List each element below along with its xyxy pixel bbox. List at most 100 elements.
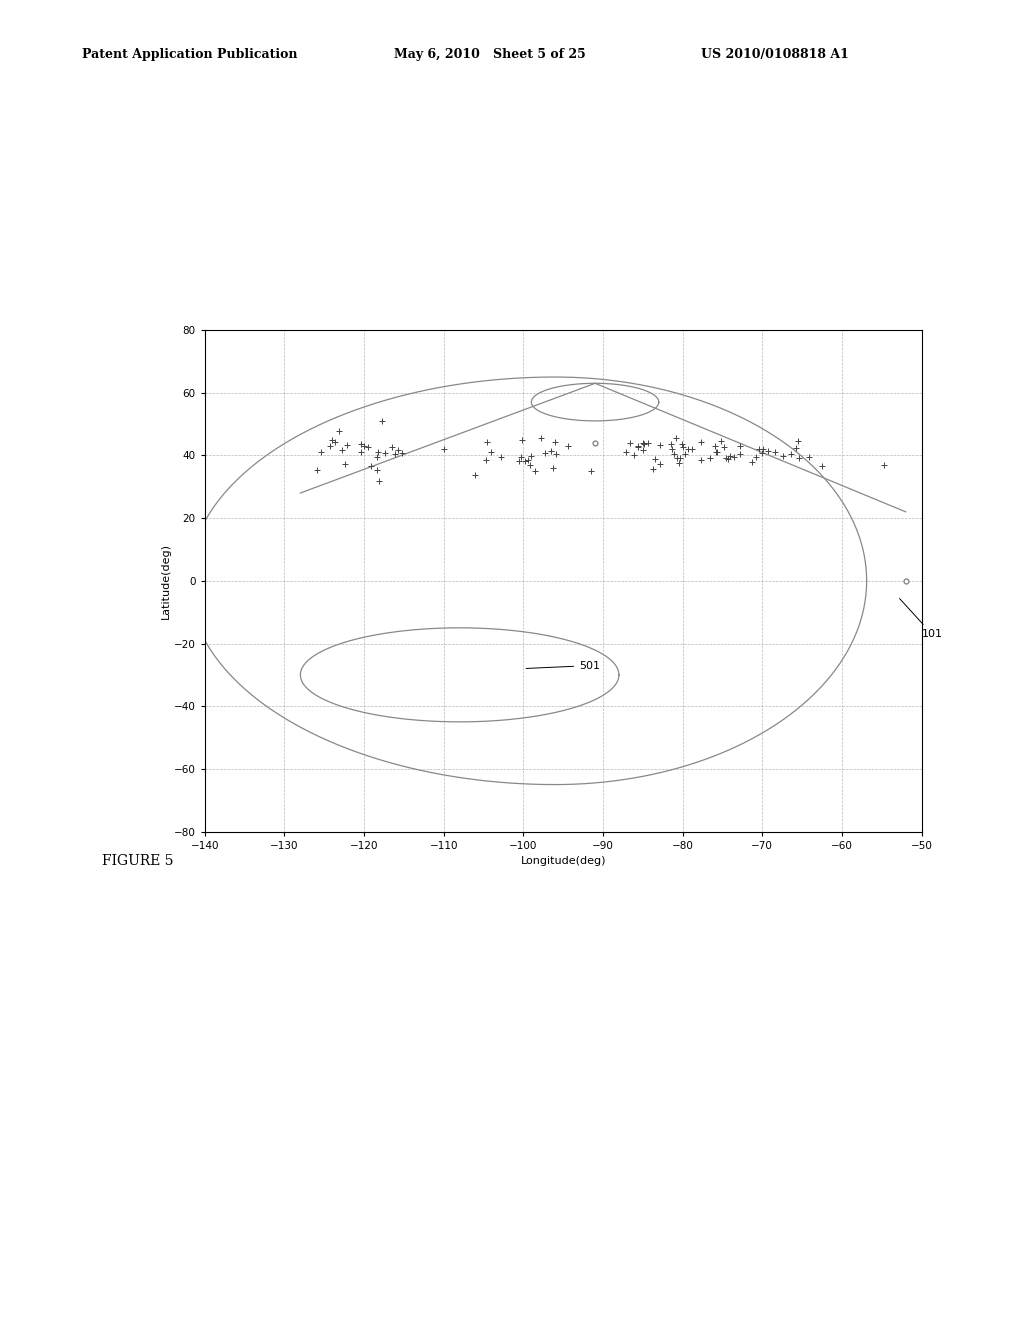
Point: [801, 446, 817, 467]
Point: [511, 450, 527, 471]
Point: [775, 445, 792, 466]
Point: [731, 436, 748, 457]
Point: [583, 461, 599, 482]
Point: [384, 437, 400, 458]
Point: [674, 433, 690, 454]
Point: [630, 436, 646, 457]
Y-axis label: Latitude(deg): Latitude(deg): [161, 543, 171, 619]
Point: [331, 421, 347, 442]
Point: [520, 449, 537, 470]
Point: [617, 442, 634, 463]
Point: [337, 454, 353, 475]
Point: [622, 433, 638, 454]
Point: [308, 459, 325, 480]
Point: [636, 433, 652, 454]
Point: [526, 461, 543, 482]
Point: [679, 438, 695, 459]
Text: May 6, 2010   Sheet 5 of 25: May 6, 2010 Sheet 5 of 25: [394, 48, 586, 61]
Point: [522, 454, 539, 475]
Text: 101: 101: [899, 598, 943, 639]
Point: [478, 432, 495, 453]
Point: [675, 436, 691, 457]
Point: [713, 430, 729, 451]
Point: [814, 455, 830, 477]
Point: [755, 438, 771, 459]
Point: [651, 434, 668, 455]
Point: [483, 441, 500, 462]
Point: [652, 453, 669, 474]
Point: [386, 444, 402, 465]
Point: [389, 440, 406, 461]
Point: [684, 438, 700, 459]
Point: [370, 442, 386, 463]
Point: [716, 437, 732, 458]
Point: [334, 440, 350, 461]
Point: [548, 444, 564, 465]
Point: [645, 458, 662, 479]
Point: [545, 458, 561, 479]
Point: [362, 455, 379, 477]
Point: [743, 451, 760, 473]
Point: [672, 447, 688, 469]
Point: [339, 434, 355, 455]
Point: [671, 453, 687, 474]
Text: FIGURE 5: FIGURE 5: [102, 854, 174, 867]
Point: [663, 434, 679, 455]
Point: [377, 442, 393, 463]
Point: [732, 444, 749, 465]
Point: [787, 437, 804, 458]
Point: [543, 440, 559, 461]
Text: 501: 501: [526, 660, 600, 671]
Point: [647, 449, 664, 470]
Point: [493, 446, 509, 467]
Point: [626, 444, 642, 465]
Point: [374, 411, 390, 432]
Point: [436, 438, 453, 459]
Point: [876, 454, 892, 475]
Point: [393, 444, 410, 465]
Point: [630, 437, 646, 458]
Point: [324, 429, 340, 450]
Point: [547, 432, 563, 453]
Point: [668, 428, 684, 449]
Point: [532, 428, 549, 449]
Point: [701, 447, 718, 469]
Point: [792, 447, 808, 469]
Point: [718, 447, 734, 469]
Point: [328, 432, 344, 453]
Point: [356, 436, 373, 457]
Point: [708, 436, 724, 457]
Point: [670, 447, 686, 469]
Point: [722, 446, 738, 467]
Point: [537, 442, 553, 463]
Point: [517, 450, 534, 471]
Text: Patent Application Publication: Patent Application Publication: [82, 48, 297, 61]
Point: [692, 450, 709, 471]
Point: [514, 429, 530, 450]
Point: [352, 433, 369, 454]
Point: [322, 436, 338, 457]
Point: [782, 444, 799, 465]
Point: [720, 447, 736, 469]
Point: [791, 430, 807, 451]
Point: [352, 442, 369, 463]
Point: [754, 442, 770, 463]
Point: [751, 438, 767, 459]
X-axis label: Longitude(deg): Longitude(deg): [520, 857, 606, 866]
Point: [640, 433, 656, 454]
Point: [709, 442, 725, 463]
Point: [664, 438, 680, 459]
Point: [635, 440, 651, 461]
Point: [371, 470, 387, 491]
Point: [313, 441, 330, 462]
Point: [760, 441, 776, 462]
Point: [635, 433, 651, 454]
Point: [478, 449, 495, 470]
Point: [766, 442, 782, 463]
Point: [369, 459, 385, 480]
Point: [692, 432, 709, 453]
Point: [748, 446, 764, 467]
Point: [467, 465, 483, 486]
Point: [560, 436, 577, 457]
Point: [666, 444, 682, 465]
